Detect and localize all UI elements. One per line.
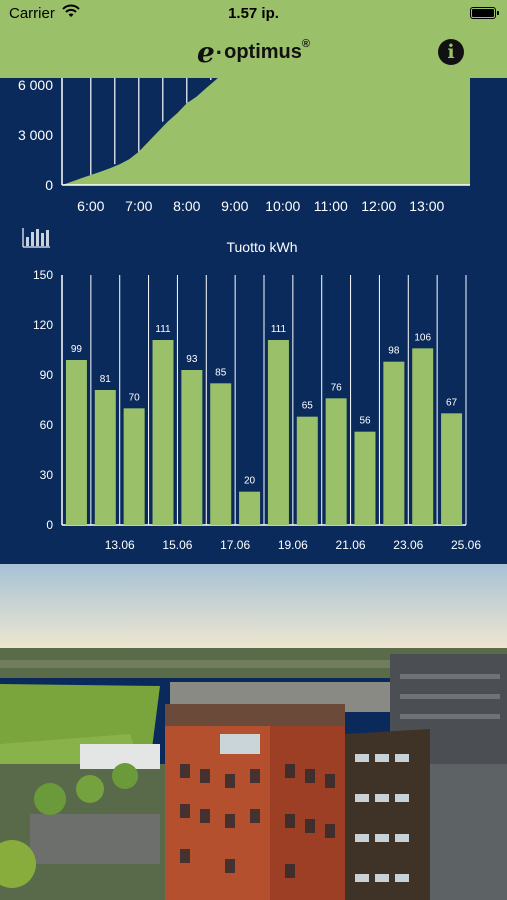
logo-dot: · bbox=[215, 39, 224, 65]
bar-value-label: 99 bbox=[71, 344, 83, 355]
brand-logo: e·optimus® bbox=[0, 36, 507, 69]
bar-x-tick-label: 23.06 bbox=[393, 538, 423, 552]
bar-value-label: 67 bbox=[446, 397, 458, 408]
bar-value-label: 98 bbox=[388, 346, 400, 357]
bar-value-label: 81 bbox=[100, 374, 112, 385]
bar-y-tick-label: 30 bbox=[40, 468, 54, 482]
logo-e: e bbox=[196, 36, 215, 69]
area-x-tick-label: 13:00 bbox=[409, 198, 444, 214]
bar-20.06[interactable] bbox=[296, 416, 318, 525]
area-x-tick-label: 9:00 bbox=[221, 198, 248, 214]
bar-value-label: 106 bbox=[414, 332, 431, 343]
app-header: e·optimus® i bbox=[0, 28, 507, 78]
bar-value-label: 20 bbox=[244, 476, 256, 487]
bar-y-tick-label: 0 bbox=[46, 518, 53, 532]
bar-chart-icon[interactable] bbox=[22, 228, 50, 248]
bar-25.06[interactable] bbox=[441, 413, 463, 525]
bar-y-tick-label: 90 bbox=[40, 368, 54, 382]
bar-value-label: 93 bbox=[186, 354, 198, 365]
bar-value-label: 56 bbox=[359, 416, 371, 427]
bar-15.06[interactable] bbox=[152, 340, 174, 525]
bar-x-tick-label: 13.06 bbox=[105, 538, 135, 552]
bar-x-tick-label: 21.06 bbox=[336, 538, 366, 552]
area-x-tick-label: 7:00 bbox=[125, 198, 152, 214]
status-bar: Carrier 1.57 ip. bbox=[0, 0, 507, 28]
bar-13.06[interactable] bbox=[94, 390, 116, 525]
battery-icon bbox=[470, 7, 499, 19]
area-y-tick-label: 3 000 bbox=[18, 127, 53, 143]
area-x-tick-label: 11:00 bbox=[314, 198, 348, 214]
bar-value-label: 85 bbox=[215, 367, 227, 378]
logo-registered: ® bbox=[301, 38, 311, 50]
carrier-label: Carrier bbox=[9, 5, 55, 22]
bar-21.06[interactable] bbox=[325, 398, 347, 525]
logo-word: optimus bbox=[224, 41, 302, 63]
bar-22.06[interactable] bbox=[354, 431, 376, 525]
bar-x-tick-label: 25.06 bbox=[451, 538, 481, 552]
bar-14.06[interactable] bbox=[123, 408, 145, 525]
bar-19.06[interactable] bbox=[267, 340, 289, 525]
bar-y-tick-label: 60 bbox=[40, 418, 54, 432]
bar-23.06[interactable] bbox=[383, 361, 405, 525]
charts-svg: 6 000 3 000 0 6:00 7:00 8:00 9:00 10:00 11:00 12:… bbox=[18, 77, 481, 552]
bar-y-tick-label: 150 bbox=[33, 268, 53, 282]
area-x-tick-label: 10:00 bbox=[265, 198, 300, 214]
charts-panel: 6 000 3 000 0 6:00 7:00 8:00 9:00 10:00 11:00 12:… bbox=[0, 77, 507, 564]
area-x-tick-label: 8:00 bbox=[173, 198, 200, 214]
bar-x-tick-label: 19.06 bbox=[278, 538, 308, 552]
power-area bbox=[62, 78, 470, 185]
area-x-tick-label: 12:00 bbox=[361, 198, 396, 214]
bar-value-label: 70 bbox=[129, 392, 141, 403]
area-y-tick-label: 6 000 bbox=[18, 78, 53, 93]
bar-value-label: 65 bbox=[302, 401, 314, 412]
daily-yield-bar-chart[interactable]: 150 120 90 60 30 0 99 81 13.06 70 111 15.06 93 85 17.0… bbox=[33, 268, 481, 552]
bar-12.06[interactable] bbox=[65, 360, 87, 525]
bar-17.06[interactable] bbox=[210, 383, 232, 525]
bar-value-label: 111 bbox=[271, 324, 287, 335]
info-icon[interactable]: i bbox=[438, 39, 464, 65]
bar-18.06[interactable] bbox=[239, 491, 261, 525]
power-area-chart[interactable]: 6 000 3 000 0 6:00 7:00 8:00 9:00 10:00 11:00 12:… bbox=[18, 77, 470, 214]
bar-x-tick-label: 17.06 bbox=[220, 538, 250, 552]
status-time: 1.57 ip. bbox=[228, 5, 279, 22]
area-y-tick-label: 0 bbox=[45, 177, 53, 193]
bar-value-label: 111 bbox=[155, 324, 171, 335]
bar-16.06[interactable] bbox=[181, 370, 203, 525]
bar-x-tick-label: 15.06 bbox=[162, 538, 192, 552]
area-x-tick-label: 6:00 bbox=[77, 198, 104, 214]
bar-value-label: 76 bbox=[331, 382, 343, 393]
wifi-icon bbox=[62, 4, 80, 22]
bar-y-tick-label: 120 bbox=[33, 318, 53, 332]
building-photo bbox=[0, 564, 507, 900]
bar-24.06[interactable] bbox=[412, 348, 434, 525]
bar-chart-title: Tuotto kWh bbox=[226, 239, 297, 255]
